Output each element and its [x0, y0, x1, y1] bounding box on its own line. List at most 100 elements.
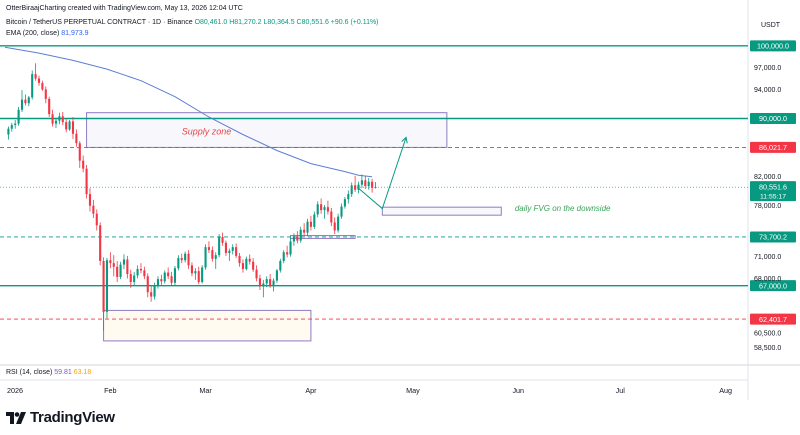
candle-body-14: [54, 120, 58, 124]
candle-body-36: [129, 274, 132, 283]
supply-zone-label: Supply zone: [182, 126, 232, 136]
candle-body-21: [78, 143, 81, 161]
candle-body-61: [214, 255, 217, 259]
candle-body-108: [374, 187, 377, 188]
candle-body-65: [228, 250, 231, 253]
candle-body-0: [7, 128, 10, 135]
candle-body-72: [252, 261, 255, 270]
candle-body-3: [17, 109, 20, 124]
price-level-badge-4: [750, 280, 796, 292]
candle-body-34: [122, 259, 126, 265]
ema-layer: [4, 46, 373, 178]
ohlc-values: O80,461.0 H81,270.2 L80,364.5 C80,551.6 …: [194, 19, 379, 26]
candle-body-27: [99, 225, 102, 261]
candles-layer: [7, 63, 377, 331]
y-tick-label-2: 82,000.0: [754, 174, 781, 181]
symbol-line: Bitcoin / TetherUS PERPETUAL CONTRACT · …: [6, 19, 379, 26]
candle-body-60: [211, 250, 214, 259]
candle-body-9: [37, 78, 41, 83]
candle-body-15: [58, 116, 61, 121]
candle-body-106: [367, 181, 370, 187]
candle-body-52: [184, 253, 187, 261]
candle-countdown: 11:55:17: [760, 194, 786, 201]
symbol-title: Bitcoin / TetherUS PERPETUAL CONTRACT · …: [6, 19, 193, 26]
price-level-badge-0: [750, 40, 796, 52]
candle-body-49: [173, 268, 177, 283]
grid-layer: [0, 0, 800, 400]
levels-layer: [0, 45, 748, 320]
price-level-label-0: 100,000.0: [757, 42, 789, 51]
candle-body-43: [153, 285, 156, 297]
candle-body-29: [105, 260, 109, 312]
candle-body-42: [150, 292, 153, 297]
price-level-label-4: 67,000.0: [759, 281, 787, 290]
x-tick-label-2: Mar: [199, 386, 212, 395]
candle-body-38: [136, 268, 139, 276]
candle-body-50: [177, 258, 180, 269]
ema-label: EMA (200, close): [6, 30, 60, 37]
y-tick-label-7: 58,500.0: [754, 345, 781, 352]
candle-body-8: [34, 74, 37, 79]
y-tick-label-3: 78,000.0: [754, 203, 781, 210]
candle-body-76: [265, 279, 268, 284]
candle-body-37: [133, 275, 136, 283]
candle-body-64: [224, 242, 227, 253]
candle-body-96: [333, 222, 336, 231]
candle-body-23: [85, 168, 88, 195]
y-tick-label-5: 68,000.0: [754, 276, 781, 283]
candle-body-66: [231, 247, 234, 251]
candle-body-81: [282, 252, 285, 261]
candle-body-79: [275, 270, 278, 281]
tradingview-logo[interactable]: TradingView: [6, 409, 115, 426]
chart-credit: OtterBiraajCharting created with Trading…: [6, 5, 243, 12]
candle-body-1: [10, 125, 13, 129]
y-tick-label-4: 71,000.0: [754, 254, 781, 261]
candle-body-48: [170, 276, 173, 283]
candle-body-85: [296, 236, 299, 241]
candle-body-103: [357, 184, 360, 190]
candle-body-92: [320, 204, 323, 211]
candle-body-46: [163, 272, 166, 282]
candle-body-12: [48, 98, 51, 115]
y-tick-label-0: 97,000.0: [754, 65, 781, 72]
candle-body-73: [255, 269, 258, 279]
candle-body-41: [146, 276, 149, 293]
x-tick-label-0: 2026: [7, 386, 23, 395]
candle-body-32: [116, 266, 119, 277]
rsi-legend: RSI (14, close) 59.81 63.18: [6, 369, 91, 376]
candle-body-59: [207, 247, 210, 251]
candle-body-5: [24, 99, 27, 104]
candle-body-69: [241, 263, 244, 269]
price-level-badge-1: [750, 113, 796, 125]
rsi-value-2: 63.18: [73, 369, 92, 376]
candle-body-84: [292, 236, 295, 242]
candle-body-44: [156, 279, 160, 286]
candle-body-104: [360, 180, 363, 185]
annotations-layer: Supply zone daily FVG on the downside: [182, 126, 611, 212]
candle-body-90: [313, 214, 316, 227]
daily-fvg-zone: [381, 206, 502, 216]
candle-body-39: [139, 268, 143, 271]
ema-line: [4, 46, 373, 178]
candle-body-91: [316, 204, 319, 215]
candle-body-87: [303, 229, 306, 233]
candle-body-107: [371, 181, 374, 188]
candle-body-83: [289, 241, 292, 255]
candle-body-18: [68, 121, 71, 130]
price-level-badge-2: [750, 141, 796, 153]
candle-body-78: [272, 280, 275, 285]
projection-layer: [358, 136, 408, 210]
candle-body-100: [347, 194, 350, 200]
current-price-label: 80,551.6: [759, 183, 787, 192]
y-tick-label-6: 60,500.0: [754, 330, 781, 337]
candle-body-2: [14, 123, 17, 126]
rsi-label: RSI (14, close): [6, 369, 53, 376]
candle-body-80: [279, 260, 282, 271]
price-level-badge-3: [750, 231, 796, 243]
x-tick-label-4: May: [406, 386, 420, 395]
projection-path: [358, 137, 407, 210]
candle-body-40: [143, 270, 146, 277]
tradingview-logo-icon: [6, 411, 26, 424]
candle-body-56: [197, 271, 200, 283]
